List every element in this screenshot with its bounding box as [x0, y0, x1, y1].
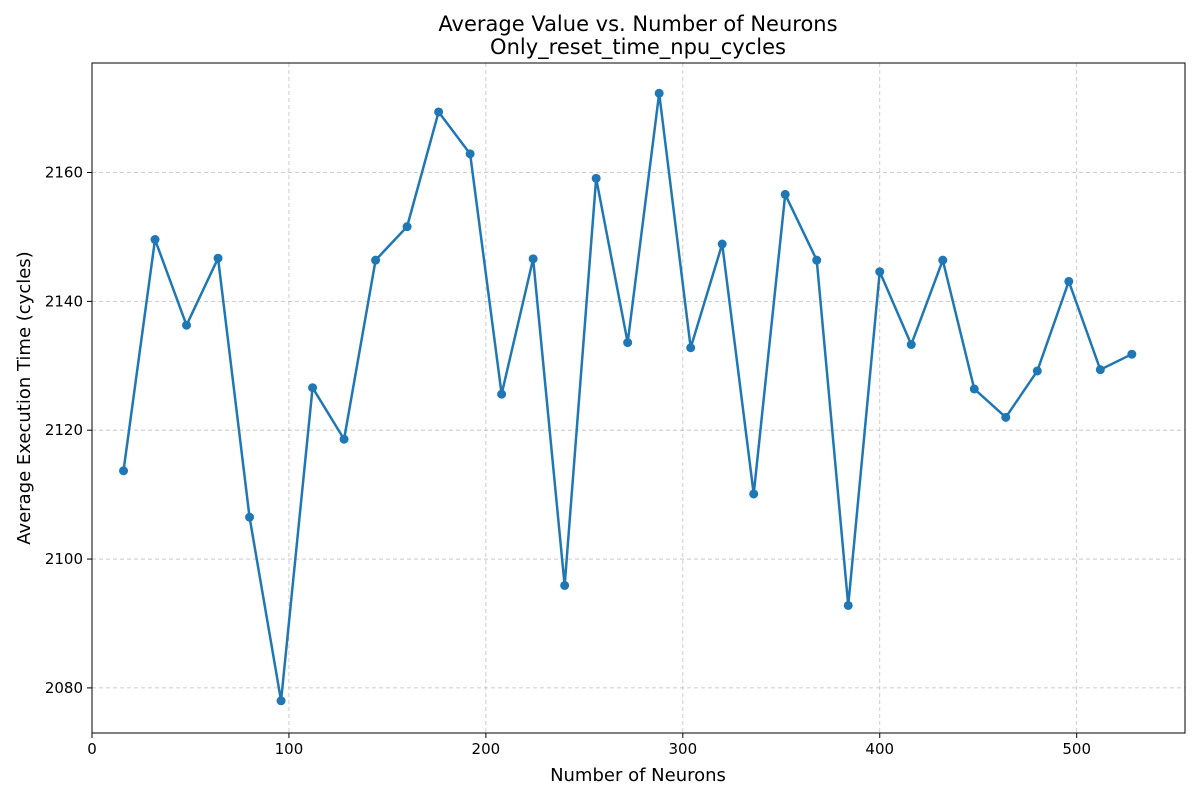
- chart-subtitle: Only_reset_time_npu_cycles: [490, 35, 786, 60]
- data-point: [402, 222, 412, 232]
- data-point: [528, 254, 538, 264]
- data-point: [938, 255, 948, 265]
- y-axis-label: Average Execution Time (cycles): [14, 251, 35, 544]
- x-axis-label: Number of Neurons: [550, 765, 726, 786]
- data-point: [591, 173, 601, 183]
- chart-title: Average Value vs. Number of Neurons: [438, 12, 837, 36]
- data-point: [686, 343, 696, 353]
- data-point: [339, 434, 349, 444]
- grid-layer: [91, 63, 1185, 733]
- x-tick-label: 0: [87, 740, 97, 758]
- data-point: [780, 189, 790, 199]
- y-tick-label: 2080: [45, 679, 83, 697]
- data-point: [1001, 412, 1011, 422]
- y-tick-label: 2120: [45, 421, 83, 439]
- data-point: [308, 383, 318, 393]
- data-point: [497, 389, 507, 399]
- ticks-layer: 0 100 200 300 400 500 2080 2100 2120 2140 2160: [45, 164, 1091, 758]
- data-point: [969, 384, 979, 394]
- x-tick-label: 200: [472, 740, 501, 758]
- x-tick-label: 100: [275, 740, 304, 758]
- data-point: [906, 340, 916, 350]
- data-point: [560, 580, 570, 590]
- data-point: [654, 88, 664, 98]
- data-point: [465, 149, 475, 159]
- y-tick-label: 2100: [45, 550, 83, 568]
- data-point: [812, 255, 822, 265]
- data-point: [749, 489, 759, 499]
- data-point: [1127, 349, 1137, 359]
- y-tick-label: 2140: [45, 292, 83, 310]
- data-point: [150, 235, 160, 245]
- data-point: [843, 600, 853, 610]
- plot-area-frame: [91, 62, 1186, 734]
- x-tick-label: 400: [865, 740, 894, 758]
- series-line: [122, 92, 1133, 703]
- data-point: [1032, 366, 1042, 376]
- data-point: [434, 107, 444, 117]
- data-point: [623, 338, 633, 348]
- data-point: [371, 255, 381, 265]
- x-tick-label: 300: [668, 740, 697, 758]
- data-point: [1095, 365, 1105, 375]
- y-tick-label: 2160: [45, 164, 83, 182]
- data-point: [276, 696, 286, 706]
- data-point: [119, 466, 129, 476]
- data-point: [213, 253, 223, 263]
- x-tick-label: 500: [1062, 740, 1091, 758]
- data-point: [717, 239, 727, 249]
- data-point: [182, 320, 192, 330]
- data-point: [1064, 276, 1074, 286]
- data-point: [245, 512, 255, 522]
- series-layer: [119, 88, 1137, 706]
- data-point: [875, 267, 885, 277]
